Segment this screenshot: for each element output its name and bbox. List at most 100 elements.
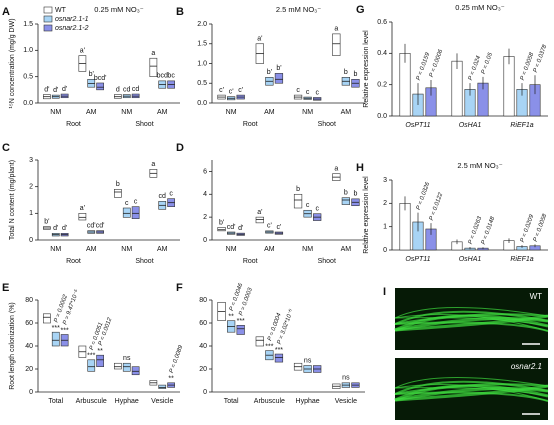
panel-letter: D: [176, 142, 184, 154]
significance-label: d': [238, 225, 243, 232]
significance-label: bcd: [157, 73, 168, 80]
fluorescence: [394, 384, 549, 402]
y-tick-label: 1.0: [23, 47, 33, 54]
legend-swatch: [43, 6, 53, 14]
significance-label: b': [267, 69, 272, 76]
y-tick-label: 40: [25, 343, 33, 350]
x-tick-label: Total: [224, 398, 239, 405]
y-tick-label: 0: [29, 237, 33, 244]
x-tick-label: RiEF1a: [510, 122, 533, 129]
box: [114, 362, 122, 370]
fluorescence: [394, 313, 549, 325]
x-tick-label: NM: [121, 246, 132, 253]
x-tick-label: OsHA1: [459, 256, 482, 263]
significance-label: c': [238, 87, 243, 94]
x-tick-label: NM: [121, 109, 132, 116]
significance-label: b: [353, 71, 357, 78]
p-value: P = 0.0378: [533, 44, 549, 74]
panel-title: 0.25 mM NO₃⁻: [455, 3, 505, 12]
significance-label: cd: [159, 193, 167, 200]
box: [43, 313, 51, 324]
significance-label: c: [125, 200, 129, 207]
panel-letter: H: [356, 162, 364, 174]
significance-stars: ***: [61, 327, 69, 334]
significance-label: cd: [123, 86, 131, 93]
p-value: P = 0.0006: [429, 48, 445, 78]
significance-stars: ***: [275, 347, 283, 354]
box: [131, 206, 140, 219]
panel-letter: G: [356, 4, 365, 16]
significance-stars: **: [228, 314, 234, 321]
significance-stars: **: [168, 376, 174, 383]
significance-stars: ***: [87, 353, 95, 360]
significance-label: a': [80, 47, 85, 54]
box: [131, 366, 140, 376]
box: [96, 82, 104, 91]
y-tick-label: 2: [383, 200, 387, 207]
fluorescence: [394, 383, 549, 395]
y-tick-label: 0: [29, 389, 33, 396]
significance-label: d: [116, 86, 120, 93]
y-tick-label: 3: [383, 177, 387, 184]
significance-label: c: [134, 199, 138, 206]
group-label: Shoot: [135, 121, 153, 128]
significance-label: ns: [304, 357, 312, 364]
p-value: P = 0.05: [481, 51, 494, 75]
micrograph-label: osnar2.1: [511, 362, 542, 371]
panel-title: 2.5 mM NO₃⁻: [276, 5, 321, 14]
y-tick-label: 2.0: [197, 21, 207, 28]
significance-label: cd: [132, 86, 140, 93]
y-tick-label: 0.5: [23, 74, 33, 81]
legend-label: osnar2.1-2: [55, 25, 89, 32]
box: [122, 207, 131, 218]
significance-label: b': [276, 65, 281, 72]
box: [158, 384, 167, 389]
box: [149, 57, 158, 77]
significance-label: c: [306, 202, 310, 209]
p-value: P = 0.0326: [416, 181, 432, 211]
y-tick-label: 60: [199, 320, 207, 327]
fluorescence: [394, 380, 549, 395]
legend-swatch: [43, 24, 53, 32]
y-tick-label: 1.0: [197, 60, 207, 67]
box: [341, 197, 350, 205]
y-tick-label: 80: [25, 297, 33, 304]
group-label: Root: [66, 121, 81, 128]
y-tick-label: 60: [25, 320, 33, 327]
significance-label: c: [296, 87, 300, 94]
box: [87, 359, 96, 372]
y-tick-label: 40: [199, 343, 207, 350]
x-tick-label: NM: [226, 109, 237, 116]
significance-stars: ***: [237, 318, 245, 325]
bar: [503, 56, 515, 117]
x-tick-label: OsHA1: [459, 122, 482, 129]
significance-label: a: [151, 161, 155, 168]
box: [332, 33, 341, 56]
fluorescence: [394, 314, 549, 332]
significance-label: cd': [227, 224, 236, 231]
significance-label: c: [169, 191, 173, 198]
x-tick-label: NM: [50, 246, 61, 253]
group-label: Shoot: [318, 121, 336, 128]
box: [51, 331, 60, 347]
significance-stars: ***: [265, 343, 273, 350]
y-tick-label: 2: [29, 184, 33, 191]
significance-label: a': [257, 36, 262, 43]
y-tick-label: 80: [199, 297, 207, 304]
y-tick-label: 1: [29, 210, 33, 217]
significance-label: c': [277, 224, 282, 231]
p-value: P = 0.0122: [429, 191, 445, 221]
x-tick-label: NM: [226, 246, 237, 253]
significance-label: b: [344, 190, 348, 197]
box: [78, 213, 87, 221]
panel-letter: I: [383, 286, 386, 298]
legend-swatch: [43, 15, 53, 23]
x-tick-label: NM: [50, 109, 61, 116]
x-tick-label: AM: [341, 246, 352, 253]
significance-label: bcd': [94, 75, 107, 82]
box: [96, 354, 104, 368]
y-tick-label: 3: [29, 157, 33, 164]
significance-label: b: [353, 191, 357, 198]
box: [293, 193, 303, 209]
